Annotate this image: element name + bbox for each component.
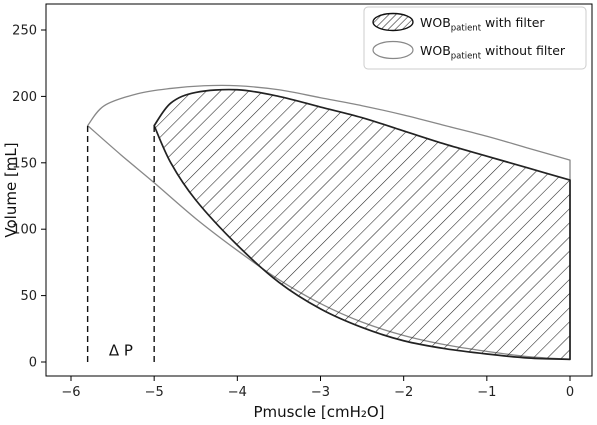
y-tick-label-1: 50: [20, 289, 37, 304]
x-tick-label-6: 0: [566, 385, 574, 400]
x-tick-label-1: −5: [145, 385, 164, 400]
x-tick-label-3: −3: [311, 385, 330, 400]
x-axis-label: Pmuscle [cmH₂O]: [253, 403, 384, 421]
x-tick-label-0: −6: [61, 385, 80, 400]
plot-layer: Δ P: [86, 84, 571, 362]
legend-outline-swatch: [372, 40, 414, 60]
y-tick-label-3: 150: [12, 156, 37, 171]
y-tick-label-5: 250: [12, 24, 37, 39]
y-axis-label: Volume [mL]: [2, 142, 20, 237]
legend-1-sub: patient: [451, 52, 482, 62]
legend-1-main: WOB: [420, 43, 451, 58]
legend-entry-without-filter: WOBpatient without filter: [420, 43, 566, 62]
legend-0-sub: patient: [451, 24, 482, 34]
axes-layer: −6 −5 −4 −3 −2 −1 0 0 50 100 150 200 250: [12, 24, 574, 401]
x-tick-label-5: −1: [477, 385, 496, 400]
plot-frame: [45, 3, 593, 377]
delta-p-annotation: Δ P: [109, 341, 133, 359]
legend-entry-with-filter: WOBpatient with filter: [420, 15, 545, 34]
y-tick-label-0: 0: [29, 356, 37, 371]
legend-0-main: WOB: [420, 15, 451, 30]
legend-hatched-swatch: [372, 12, 414, 32]
x-tick-label-2: −4: [228, 385, 247, 400]
legend: WOBpatient with filter WOBpatient withou…: [363, 6, 587, 70]
y-tick-label-4: 200: [12, 90, 37, 105]
series-loop-with-filter: [153, 88, 571, 361]
x-tick-label-4: −2: [394, 385, 413, 400]
legend-0-suffix: with filter: [481, 15, 545, 30]
legend-1-suffix: without filter: [481, 43, 566, 58]
y-tick-label-2: 100: [12, 223, 37, 238]
legend-box: [363, 6, 587, 70]
